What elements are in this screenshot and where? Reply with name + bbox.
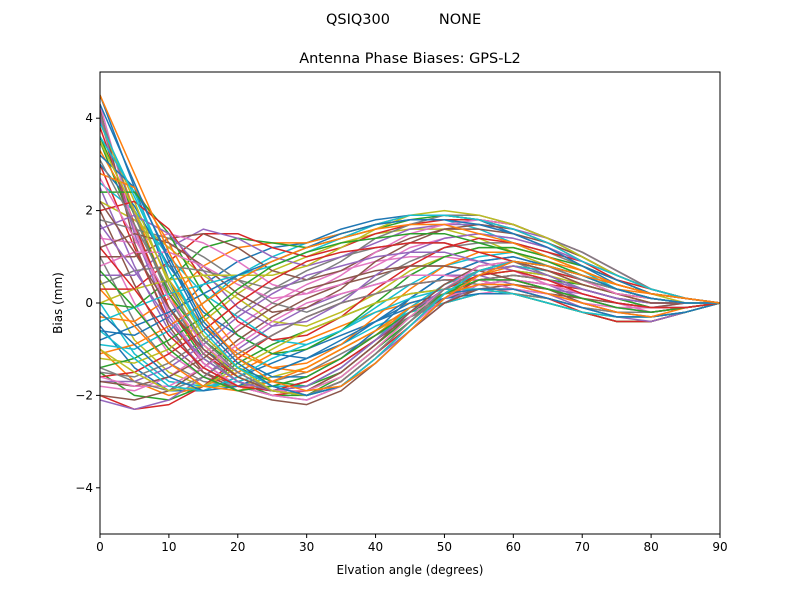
y-tick-label: 0 [85,296,93,310]
series-line-az330 [100,177,720,392]
x-tick-label: 30 [299,540,314,554]
y-tick-label: 4 [85,111,93,125]
x-axis-label: Elvation angle (degrees) [337,563,484,577]
x-tick-label: 90 [712,540,727,554]
x-tick-label: 0 [96,540,104,554]
y-tick-label: −4 [75,481,93,495]
series-line-az250 [100,219,720,341]
x-tick-label: 50 [437,540,452,554]
y-tick-label: 2 [85,204,93,218]
series-layer [100,94,720,411]
x-tick-label: 60 [506,540,521,554]
suptitle-antenna: QSIQ300 [326,12,390,28]
series-line-az300 [100,288,720,392]
x-tick-label: 40 [368,540,383,554]
x-tick-label: 70 [575,540,590,554]
series-line-az355 [100,94,720,392]
series-line-az245 [100,214,720,323]
series-line-az305 [100,283,720,392]
x-tick-label: 20 [230,540,245,554]
x-tick-label: 10 [161,540,176,554]
y-axis-label: Bias (mm) [51,272,65,334]
x-tick-label: 80 [643,540,658,554]
x-axis: 0 10 20 30 40 50 60 70 80 90 [96,534,728,554]
y-axis: −4 −2 0 2 4 [75,111,100,495]
chart-title: Antenna Phase Biases: GPS-L2 [299,51,521,67]
suptitle-radome: NONE [439,12,481,28]
y-tick-label: −2 [75,388,93,402]
